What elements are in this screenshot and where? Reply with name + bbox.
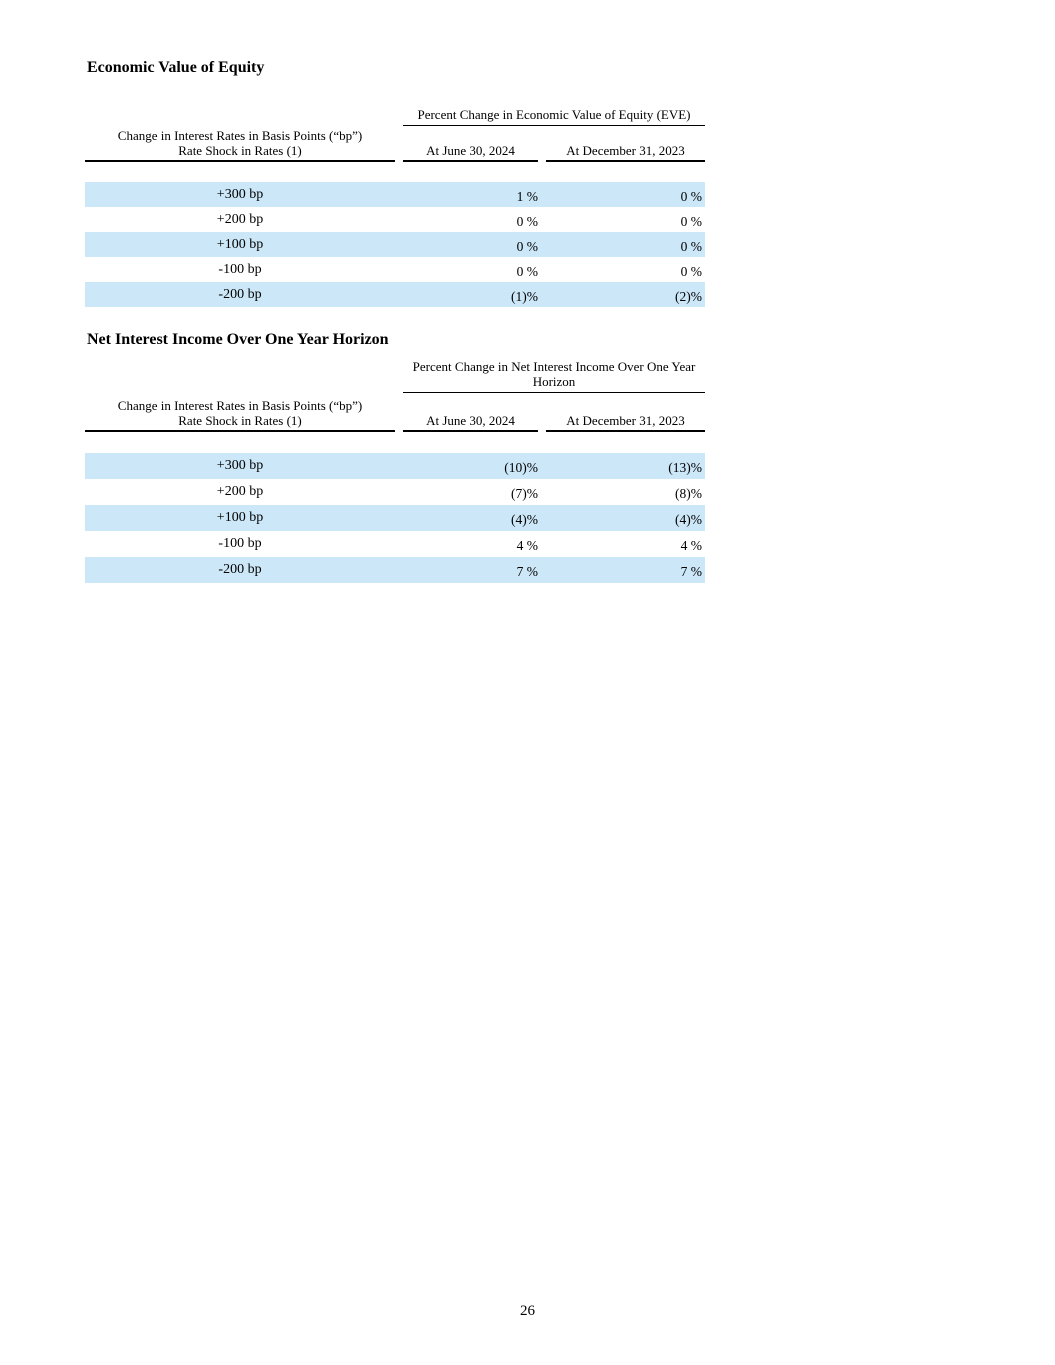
value-june-2024: 0 % [516, 214, 538, 229]
value-december-2023: 0 % [680, 239, 702, 254]
table-body: +300 bp (10)% (13)% +200 bp (7)% (8)% +1… [85, 453, 705, 583]
table-row: +100 bp (4)% (4)% [85, 505, 705, 531]
rate-shock-label: -100 bp [218, 536, 262, 551]
rate-shock-label: +200 bp [216, 212, 264, 227]
table-row: -100 bp 4 % 4 % [85, 531, 705, 557]
table-row: +300 bp (10)% (13)% [85, 453, 705, 479]
value-december-2023: (8)% [675, 486, 702, 501]
rate-shock-label: +300 bp [216, 187, 264, 202]
table-row: +200 bp 0 % 0 % [85, 207, 705, 232]
row-header-line2: Rate Shock in Rates (1) [178, 143, 302, 158]
table-net-interest-income: Percent Change in Net Interest Income Ov… [85, 355, 705, 583]
spanning-column-header: Percent Change in Economic Value of Equi… [403, 103, 705, 126]
rate-shock-label: -100 bp [218, 262, 262, 277]
page-number: 26 [520, 1303, 535, 1319]
value-december-2023: (4)% [675, 512, 702, 527]
column-header-june-2024: At June 30, 2024 [403, 393, 538, 432]
table-row: -100 bp 0 % 0 % [85, 257, 705, 282]
rate-shock-label: -200 bp [218, 287, 262, 302]
column-header-december-2023: At December 31, 2023 [546, 393, 705, 432]
rate-shock-label: +200 bp [216, 484, 264, 499]
value-june-2024: 7 % [516, 564, 538, 579]
value-december-2023: 0 % [680, 189, 702, 204]
value-december-2023: 7 % [680, 564, 702, 579]
rate-shock-label: +100 bp [216, 510, 264, 525]
value-december-2023: 0 % [680, 214, 702, 229]
row-header-cell: Change in Interest Rates in Basis Points… [85, 393, 395, 432]
value-june-2024: (1)% [511, 289, 538, 304]
column-header-june-2024: At June 30, 2024 [403, 126, 538, 162]
rate-shock-label: -200 bp [218, 562, 262, 577]
section-title-economic-value-of-equity: Economic Value of Equity [87, 59, 265, 76]
row-header-line1: Change in Interest Rates in Basis Points… [117, 398, 363, 413]
value-december-2023: (2)% [675, 289, 702, 304]
value-june-2024: 0 % [516, 239, 538, 254]
rate-shock-label: +300 bp [216, 458, 264, 473]
column-gap [395, 126, 403, 162]
value-june-2024: (4)% [511, 512, 538, 527]
table-row: +200 bp (7)% (8)% [85, 479, 705, 505]
table-body: +300 bp 1 % 0 % +200 bp 0 % 0 % +100 bp … [85, 182, 705, 307]
table-header-row: Change in Interest Rates in Basis Points… [85, 393, 705, 432]
value-june-2024: 0 % [516, 264, 538, 279]
table-economic-value-of-equity: Percent Change in Economic Value of Equi… [85, 103, 705, 307]
rate-shock-label: +100 bp [216, 237, 264, 252]
row-header-line1: Change in Interest Rates in Basis Points… [117, 128, 363, 143]
column-header-december-2023: At December 31, 2023 [546, 126, 705, 162]
column-gap [395, 393, 403, 432]
value-december-2023: 4 % [680, 538, 702, 553]
column-gap [538, 393, 546, 432]
row-header-line2: Rate Shock in Rates (1) [178, 413, 302, 428]
table-header-row: Change in Interest Rates in Basis Points… [85, 126, 705, 162]
value-june-2024: 4 % [516, 538, 538, 553]
row-header-cell: Change in Interest Rates in Basis Points… [85, 126, 395, 162]
value-june-2024: (10)% [504, 460, 538, 475]
value-december-2023: 0 % [680, 264, 702, 279]
table-row: +300 bp 1 % 0 % [85, 182, 705, 207]
table-row: +100 bp 0 % 0 % [85, 232, 705, 257]
value-june-2024: 1 % [516, 189, 538, 204]
section-title-net-interest-income: Net Interest Income Over One Year Horizo… [87, 331, 389, 348]
column-gap [538, 126, 546, 162]
value-june-2024: (7)% [511, 486, 538, 501]
value-december-2023: (13)% [668, 460, 702, 475]
table-row: -200 bp (1)% (2)% [85, 282, 705, 307]
spanning-column-header: Percent Change in Net Interest Income Ov… [403, 355, 705, 393]
table-row: -200 bp 7 % 7 % [85, 557, 705, 583]
